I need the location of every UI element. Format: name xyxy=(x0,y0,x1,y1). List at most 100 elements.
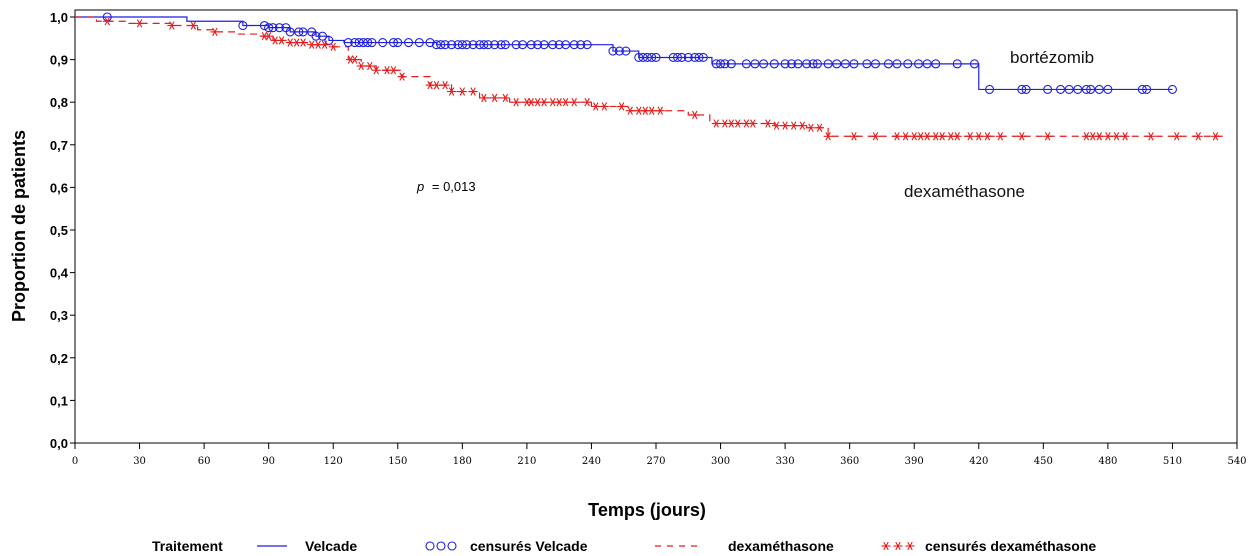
censor-marker-velcade xyxy=(892,59,902,69)
censor-markers xyxy=(102,12,1220,141)
censor-marker-velcade xyxy=(317,31,328,41)
censor-marker-dexamethasone xyxy=(1120,132,1130,141)
censor-marker-velcade xyxy=(690,52,700,63)
censor-marker-dexamethasone xyxy=(711,119,721,128)
censor-marker-dexamethasone xyxy=(772,121,782,130)
censor-marker-velcade xyxy=(518,40,528,50)
censor-marker-dexamethasone xyxy=(952,132,962,141)
censor-marker-dexamethasone xyxy=(974,132,984,141)
x-axis: 0 30 60 90 120 150 180 210 240 270 300 330 360 390 420… xyxy=(72,443,1247,467)
x-tick-label: 150 xyxy=(388,456,407,467)
censor-marker-velcade xyxy=(647,52,657,63)
x-tick-label: 120 xyxy=(324,456,343,467)
legend-circle-glyph xyxy=(447,541,457,551)
censor-marker-velcade xyxy=(1103,84,1113,94)
censor-marker-dexamethasone xyxy=(625,106,635,115)
legend-dexa-label: dexaméthasone xyxy=(728,538,834,554)
censor-marker-dexamethasone xyxy=(328,42,338,51)
censor-marker-velcade xyxy=(903,59,913,69)
y-axis: 0,0 0,1 0,2 0,3 0,4 0,5 0,6 0,7 0,8 0,9 1,0 xyxy=(50,10,75,451)
censor-marker-dexamethasone xyxy=(1094,132,1104,141)
censor-marker-dexamethasone xyxy=(748,119,758,128)
censor-marker-velcade xyxy=(621,46,631,56)
y-tick-label: 0,8 xyxy=(50,95,68,110)
censor-marker-velcade xyxy=(1086,84,1096,94)
x-tick-label: 180 xyxy=(453,456,472,467)
censor-marker-dexamethasone xyxy=(210,27,220,37)
censor-marker-velcade xyxy=(285,27,295,37)
series-line-dexamethasone xyxy=(75,16,1227,137)
censor-marker-dexamethasone xyxy=(582,98,592,107)
censor-marker-velcade xyxy=(793,59,803,69)
censor-marker-dexamethasone xyxy=(823,132,833,141)
censor-marker-velcade xyxy=(711,59,721,69)
censor-marker-velcade xyxy=(726,59,736,69)
censor-marker-dexamethasone xyxy=(647,106,657,115)
censor-marker-velcade xyxy=(668,52,678,63)
censor-marker-dexamethasone xyxy=(569,98,579,107)
censor-marker-velcade xyxy=(363,38,373,48)
censor-marker-dexamethasone xyxy=(870,132,880,141)
censor-marker-dexamethasone xyxy=(468,87,478,96)
x-tick-label: 60 xyxy=(198,456,211,467)
censor-marker-dexamethasone xyxy=(371,66,381,75)
x-tick-label: 330 xyxy=(776,456,795,467)
censor-marker-dexamethasone xyxy=(264,31,274,41)
censor-marker-dexamethasone xyxy=(789,121,799,130)
censor-marker-dexamethasone xyxy=(397,72,407,81)
censor-marker-velcade xyxy=(694,52,704,63)
legend-velcade-censored-label: censurés Velcade xyxy=(470,538,588,554)
censor-marker-velcade xyxy=(1167,84,1177,94)
censor-marker-velcade xyxy=(453,40,463,50)
censor-marker-velcade xyxy=(952,59,962,69)
censor-marker-dexamethasone xyxy=(655,106,665,115)
censor-marker-velcade xyxy=(931,59,941,69)
censor-marker-dexamethasone xyxy=(815,123,825,132)
censor-marker-velcade xyxy=(431,40,442,50)
censor-marker-velcade xyxy=(614,46,624,56)
censor-marker-velcade xyxy=(238,20,248,31)
censor-marker-velcade xyxy=(720,59,730,69)
x-tick-label: 360 xyxy=(840,456,859,467)
censor-marker-velcade xyxy=(1043,84,1053,94)
plot-frame xyxy=(74,9,1238,444)
censor-marker-velcade xyxy=(780,59,790,69)
censor-marker-velcade xyxy=(468,40,478,50)
p-value: = 0,013 xyxy=(432,179,476,194)
censor-marker-velcade xyxy=(634,52,644,63)
censor-marker-dexamethasone xyxy=(797,121,807,130)
censor-marker-dexamethasone xyxy=(447,87,457,96)
censor-marker-velcade xyxy=(922,59,932,69)
legend-star-glyph xyxy=(905,541,915,551)
annotation-dexamethasone: dexaméthasone xyxy=(904,182,1025,201)
censor-marker-velcade xyxy=(414,38,424,48)
x-tick-label: 210 xyxy=(517,456,536,467)
censor-marker-velcade xyxy=(259,20,269,31)
censor-marker-dexamethasone xyxy=(733,119,743,128)
x-axis-title: Temps (jours) xyxy=(588,500,706,520)
censor-marker-dexamethasone xyxy=(922,132,932,141)
censor-marker-dexamethasone xyxy=(591,102,601,111)
censor-marker-dexamethasone xyxy=(965,132,975,141)
censor-marker-dexamethasone xyxy=(849,132,859,141)
censor-marker-velcade xyxy=(683,52,693,63)
censor-marker-dexamethasone xyxy=(440,80,450,90)
y-tick-label: 0,9 xyxy=(50,53,68,68)
censor-marker-velcade xyxy=(294,27,304,37)
censor-marker-velcade xyxy=(561,40,571,50)
censor-marker-velcade xyxy=(840,59,850,69)
x-tick-label: 240 xyxy=(582,456,601,467)
censor-marker-dexamethasone xyxy=(320,40,330,49)
y-tick-label: 0,3 xyxy=(50,308,68,323)
censor-marker-velcade xyxy=(539,40,549,50)
censor-marker-velcade xyxy=(802,59,812,69)
censor-marker-velcade xyxy=(425,38,435,48)
x-tick-label: 300 xyxy=(711,456,730,467)
censor-marker-dexamethasone xyxy=(457,87,467,96)
censor-marker-velcade xyxy=(343,38,353,48)
censor-marker-velcade xyxy=(403,38,414,48)
censor-marker-velcade xyxy=(474,40,485,50)
censor-marker-dexamethasone xyxy=(1103,132,1113,141)
censor-marker-velcade xyxy=(1055,84,1066,94)
